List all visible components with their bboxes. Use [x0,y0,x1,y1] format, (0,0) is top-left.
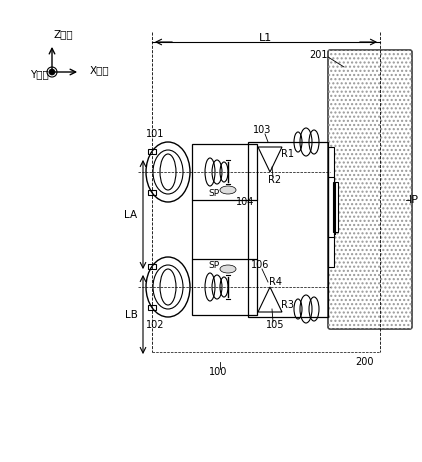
Ellipse shape [220,265,236,273]
Text: 100: 100 [209,367,227,377]
Text: 102: 102 [146,320,164,330]
Bar [148,264,156,269]
Text: X方向: X方向 [90,65,110,75]
Text: IP: IP [409,195,419,205]
Text: LA: LA [124,209,138,219]
Text: 200: 200 [356,357,374,367]
Text: R3: R3 [281,300,295,310]
Text: SP: SP [208,261,219,269]
Text: 104: 104 [236,197,254,207]
Bar [328,147,334,267]
Text: Y方向: Y方向 [30,69,49,79]
Ellipse shape [220,186,236,194]
Text: 103: 103 [253,125,271,135]
Bar [148,149,156,154]
Text: 201: 201 [309,50,327,60]
Bar [192,144,257,200]
Text: 106: 106 [251,260,269,270]
Bar [148,190,156,195]
Bar [248,142,328,317]
Bar [328,177,334,237]
Text: LB: LB [124,310,138,320]
Text: 101: 101 [146,129,164,139]
Polygon shape [258,287,282,312]
Bar [148,305,156,310]
Circle shape [49,69,55,75]
Text: Z方向: Z方向 [54,29,73,39]
Text: R1: R1 [281,149,295,159]
Text: R2: R2 [268,175,281,185]
Polygon shape [258,147,282,172]
Text: R4: R4 [268,277,281,287]
Text: SP: SP [208,189,219,199]
Bar [192,259,257,315]
Bar [333,182,338,232]
Text: 105: 105 [266,320,284,330]
Text: L1: L1 [260,33,273,43]
